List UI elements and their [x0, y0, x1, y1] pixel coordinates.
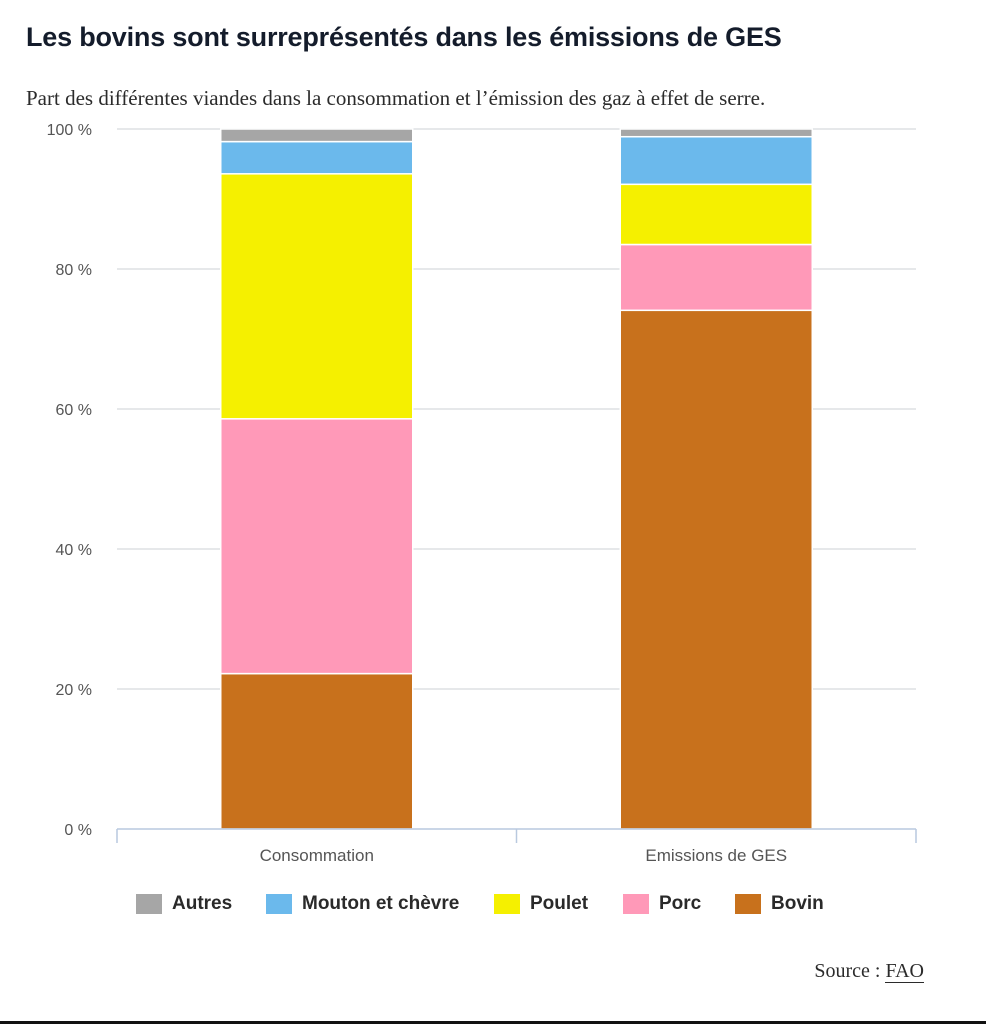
bar-segment[interactable]	[220, 140, 414, 175]
legend-swatch	[494, 894, 520, 914]
legend: Autres Mouton et chèvre Poulet Porc Bovin	[0, 893, 986, 921]
legend-label: Bovin	[771, 893, 824, 914]
bar-segment[interactable]	[619, 309, 813, 830]
bottom-rule	[0, 1021, 986, 1024]
bar-segment[interactable]	[220, 128, 414, 143]
stacked-bar-chart: 0 % 20 % 40 % 60 % 80 % 100 % Consommation Emis…	[47, 122, 917, 865]
source-note: Source : FAO	[814, 960, 924, 983]
y-tick-label: 80 %	[56, 262, 92, 279]
y-tick-label: 20 %	[56, 682, 92, 699]
y-tick-label: 40 %	[56, 542, 92, 559]
legend-label: Autres	[172, 893, 233, 914]
y-tick-label: 60 %	[56, 402, 92, 419]
source-link[interactable]: FAO	[885, 960, 924, 983]
legend-label: Poulet	[530, 893, 589, 914]
x-tick-label: Consommation	[260, 846, 374, 865]
legend-swatch	[266, 894, 292, 914]
legend-swatch	[623, 894, 649, 914]
bar-segment[interactable]	[220, 173, 414, 420]
bar-segment[interactable]	[220, 418, 414, 675]
bar-segment[interactable]	[220, 672, 414, 830]
legend-swatch	[735, 894, 761, 914]
bar-segment[interactable]	[619, 128, 813, 138]
legend-label: Mouton et chèvre	[302, 893, 460, 914]
legend-item[interactable]: Porc	[623, 893, 701, 915]
bar-segment[interactable]	[619, 135, 813, 186]
legend-item[interactable]: Mouton et chèvre	[266, 893, 459, 915]
y-tick-label: 100 %	[47, 122, 92, 139]
chart-title: Les bovins sont surreprésentés dans les …	[26, 22, 782, 52]
legend-label: Porc	[659, 893, 702, 914]
source-label: Source :	[814, 960, 881, 982]
x-tick-label: Emissions de GES	[645, 846, 787, 865]
axes: 0 % 20 % 40 % 60 % 80 % 100 % Consommation Emis…	[47, 122, 917, 865]
chart-subtitle: Part des différentes viandes dans la con…	[26, 86, 766, 110]
bars	[220, 128, 813, 830]
bar-segment[interactable]	[619, 183, 813, 246]
legend-swatch	[136, 894, 162, 914]
y-tick-label: 0 %	[64, 822, 92, 839]
legend-item[interactable]: Autres	[136, 893, 232, 915]
bar-segment[interactable]	[619, 243, 813, 312]
legend-item[interactable]: Poulet	[494, 893, 588, 915]
legend-item[interactable]: Bovin	[735, 893, 824, 915]
